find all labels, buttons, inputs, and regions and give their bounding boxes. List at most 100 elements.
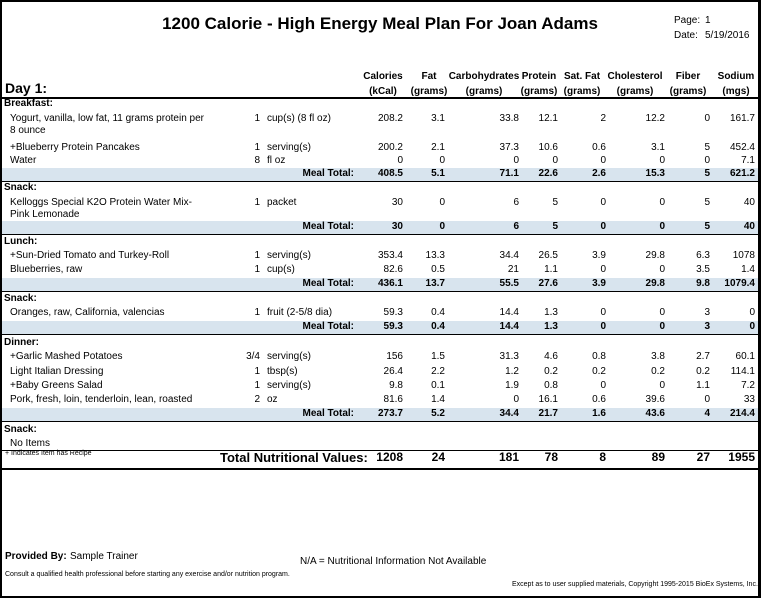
nutrient-value: 0.1 <box>431 380 445 391</box>
nutrient-value: 21 <box>507 264 519 275</box>
meal-total-label: Meal Total: <box>302 168 354 179</box>
meal-total-value: 3 <box>704 321 710 332</box>
nutrient-value: 14.4 <box>499 307 519 318</box>
nutrient-value: 30 <box>391 197 403 208</box>
column-header: Sat. Fat (grams) <box>560 69 605 99</box>
meal-total-value: 15.3 <box>645 168 665 179</box>
nutrient-value: 0.2 <box>651 366 665 377</box>
food-unit: tbsp(s) <box>267 366 298 377</box>
food-quantity: 1 <box>254 197 260 208</box>
food-quantity: 1 <box>254 380 260 391</box>
nutrient-value: 0.2 <box>696 366 710 377</box>
column-header-unit: (grams) <box>563 86 601 97</box>
nutrient-value: 0 <box>600 264 606 275</box>
meal-total-value: 4 <box>704 408 710 419</box>
section-divider <box>2 334 758 335</box>
nutrient-value: 6 <box>513 197 519 208</box>
food-row: +Blueberry Protein Pancakes 1 serving(s) 20… <box>2 142 758 154</box>
nutrient-value: 0.6 <box>592 394 606 405</box>
meal-total-value: 40 <box>743 221 755 232</box>
food-quantity: 8 <box>254 155 260 166</box>
grand-total-value: 89 <box>651 450 665 464</box>
meal-total-value: 273.7 <box>377 408 403 419</box>
meal-total-label: Meal Total: <box>302 221 354 232</box>
section-divider <box>2 181 758 182</box>
nutrient-value: 0 <box>552 155 558 166</box>
total-nutritional-values-label: Total Nutritional Values: <box>220 450 368 465</box>
nutrient-value: 1.5 <box>431 351 445 362</box>
column-header: Calories (kCal) <box>358 69 408 99</box>
page-number: 1 <box>705 15 711 26</box>
nutrient-value: 1.9 <box>505 380 519 391</box>
meal-total-value: 408.5 <box>377 168 403 179</box>
nutrient-value: 16.1 <box>538 394 558 405</box>
meal-total-label: Meal Total: <box>302 278 354 289</box>
column-header: Fiber (grams) <box>668 69 708 99</box>
food-row: Water 8 fl oz 0 0 0 0 0 0 0 7.1 <box>2 155 758 167</box>
nutrient-value: 1078 <box>732 250 755 261</box>
food-unit: cup(s) (8 fl oz) <box>267 113 331 124</box>
nutrient-value: 1.1 <box>544 264 558 275</box>
totals-divider <box>2 468 758 470</box>
food-name: No Items <box>10 438 51 449</box>
section-divider <box>2 234 758 235</box>
date-value: 5/19/2016 <box>705 30 750 41</box>
nutrient-value: 40 <box>743 197 755 208</box>
nutrient-value: 31.3 <box>499 351 519 362</box>
nutrient-value: 5 <box>552 197 558 208</box>
nutrient-value: 0 <box>397 155 403 166</box>
meal-total-value: 0 <box>439 221 445 232</box>
meal-total-value: 71.1 <box>499 168 519 179</box>
food-name: Kelloggs Special K2O Protein Water Mix-P… <box>10 197 192 220</box>
nutrient-value: 0 <box>704 394 710 405</box>
food-quantity: 1 <box>254 250 260 261</box>
meal-total-value: 55.5 <box>499 278 519 289</box>
column-header-title: Sodium <box>717 71 755 82</box>
meal-section-label: Snack: <box>4 293 37 304</box>
column-header: Carbohydrates (grams) <box>444 69 524 99</box>
food-quantity: 1 <box>254 366 260 377</box>
meal-total-row: Meal Total: 436.1 13.7 55.5 27.6 3.9 29.8 9.8 10… <box>2 278 758 291</box>
nutrient-value: 3.8 <box>651 351 665 362</box>
day-label: Day 1: <box>5 80 48 96</box>
meal-total-value: 14.4 <box>499 321 519 332</box>
nutrient-value: 0 <box>600 155 606 166</box>
food-name: Light Italian Dressing <box>10 366 104 377</box>
food-quantity: 1 <box>254 264 260 275</box>
food-row: Kelloggs Special K2O Protein Water Mix-P… <box>2 197 758 220</box>
food-row: Oranges, raw, California, valencias 1 frui… <box>2 307 758 319</box>
column-header-title: Fat <box>421 71 437 82</box>
column-header-unit: (grams) <box>410 86 448 97</box>
nutrient-value: 0 <box>659 197 665 208</box>
column-header-title: Calories <box>363 71 403 82</box>
meal-total-row: Meal Total: 408.5 5.1 71.1 22.6 2.6 15.3 5 621.2 <box>2 168 758 181</box>
nutrient-value: 9.8 <box>389 380 403 391</box>
food-row: No Items <box>2 438 758 450</box>
meal-total-value: 9.8 <box>696 278 710 289</box>
meal-total-row: Meal Total: 30 0 6 5 0 0 5 40 <box>2 221 758 234</box>
food-quantity: 1 <box>254 113 260 124</box>
nutrient-value: 452.4 <box>729 142 755 153</box>
page-title: 1200 Calorie - High Energy Meal Plan For… <box>162 14 598 33</box>
nutrient-value: 0.8 <box>544 380 558 391</box>
meal-section-label: Dinner: <box>4 337 39 348</box>
nutrient-value: 2.7 <box>696 351 710 362</box>
meal-total-value: 436.1 <box>377 278 403 289</box>
nutrient-value: 6.3 <box>696 250 710 261</box>
meal-total-row: Meal Total: 59.3 0.4 14.4 1.3 0 0 3 0 <box>2 321 758 334</box>
consult-note: Consult a qualified health professional … <box>5 571 290 578</box>
food-quantity: 1 <box>254 142 260 153</box>
meal-total-value: 29.8 <box>645 278 665 289</box>
nutrient-value: 26.5 <box>538 250 558 261</box>
food-unit: serving(s) <box>267 142 311 153</box>
nutrient-value: 1.3 <box>544 307 558 318</box>
grand-total-value: 1955 <box>728 450 755 464</box>
column-header-unit: (grams) <box>669 86 707 97</box>
nutrient-value: 2.2 <box>431 366 445 377</box>
food-unit: oz <box>267 394 278 405</box>
meal-total-value: 2.6 <box>592 168 606 179</box>
nutrient-value: 33.8 <box>499 113 519 124</box>
food-unit: fruit (2-5/8 dia) <box>267 307 333 318</box>
column-header-unit: (grams) <box>465 86 503 97</box>
meal-total-value: 0 <box>659 221 665 232</box>
